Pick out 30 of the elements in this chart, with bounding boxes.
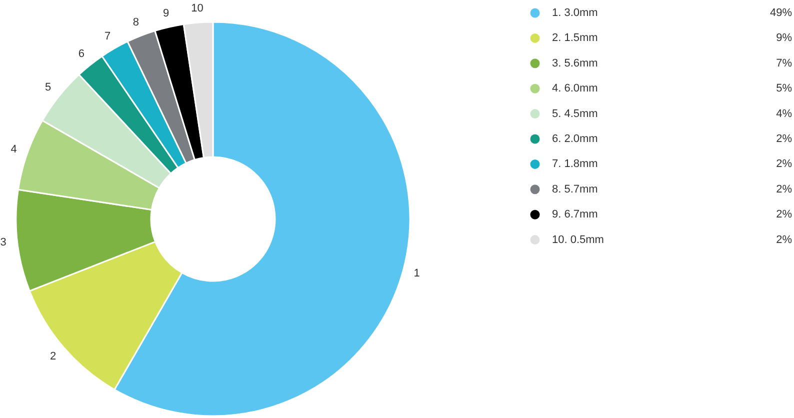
legend-label: 9. 6.7mm xyxy=(552,208,598,221)
text: 9 xyxy=(162,7,170,20)
data-label: 7% xyxy=(776,57,792,70)
data-label: 49% xyxy=(770,7,792,19)
data-label: 2% xyxy=(776,158,792,170)
text: 1 xyxy=(414,268,420,280)
legend-label: 6. 2.0mm xyxy=(552,133,598,145)
legend-label: 2. 1.5mm xyxy=(552,32,598,44)
legend-label: 10. 0.5mm xyxy=(552,234,604,246)
legend-label: 1. 3.0mm xyxy=(552,7,598,19)
text: 6 xyxy=(78,48,85,60)
legend-label: 7. 1.8mm xyxy=(552,158,598,170)
data-label: 2% xyxy=(776,208,792,221)
data-label: 5% xyxy=(776,82,792,95)
legend-label: 5. 4.5mm xyxy=(552,108,598,120)
text: 5 xyxy=(44,81,52,94)
legend-label: 4. 6.0mm xyxy=(552,82,598,95)
text: 2 xyxy=(50,350,56,363)
legend-label: 3. 5.6mm xyxy=(552,57,598,70)
text: 3 xyxy=(0,236,6,249)
text: 4 xyxy=(10,143,17,156)
data-label: 2% xyxy=(776,234,792,246)
text: 10 xyxy=(191,2,204,15)
data-label: 4% xyxy=(776,108,792,120)
data-label: 2% xyxy=(776,133,792,145)
legend-label: 8. 5.7mm xyxy=(552,183,598,196)
data-label: 2% xyxy=(776,183,792,196)
data-label: 9% xyxy=(776,32,792,44)
text: 7 xyxy=(104,30,111,42)
text: 8 xyxy=(132,16,139,29)
